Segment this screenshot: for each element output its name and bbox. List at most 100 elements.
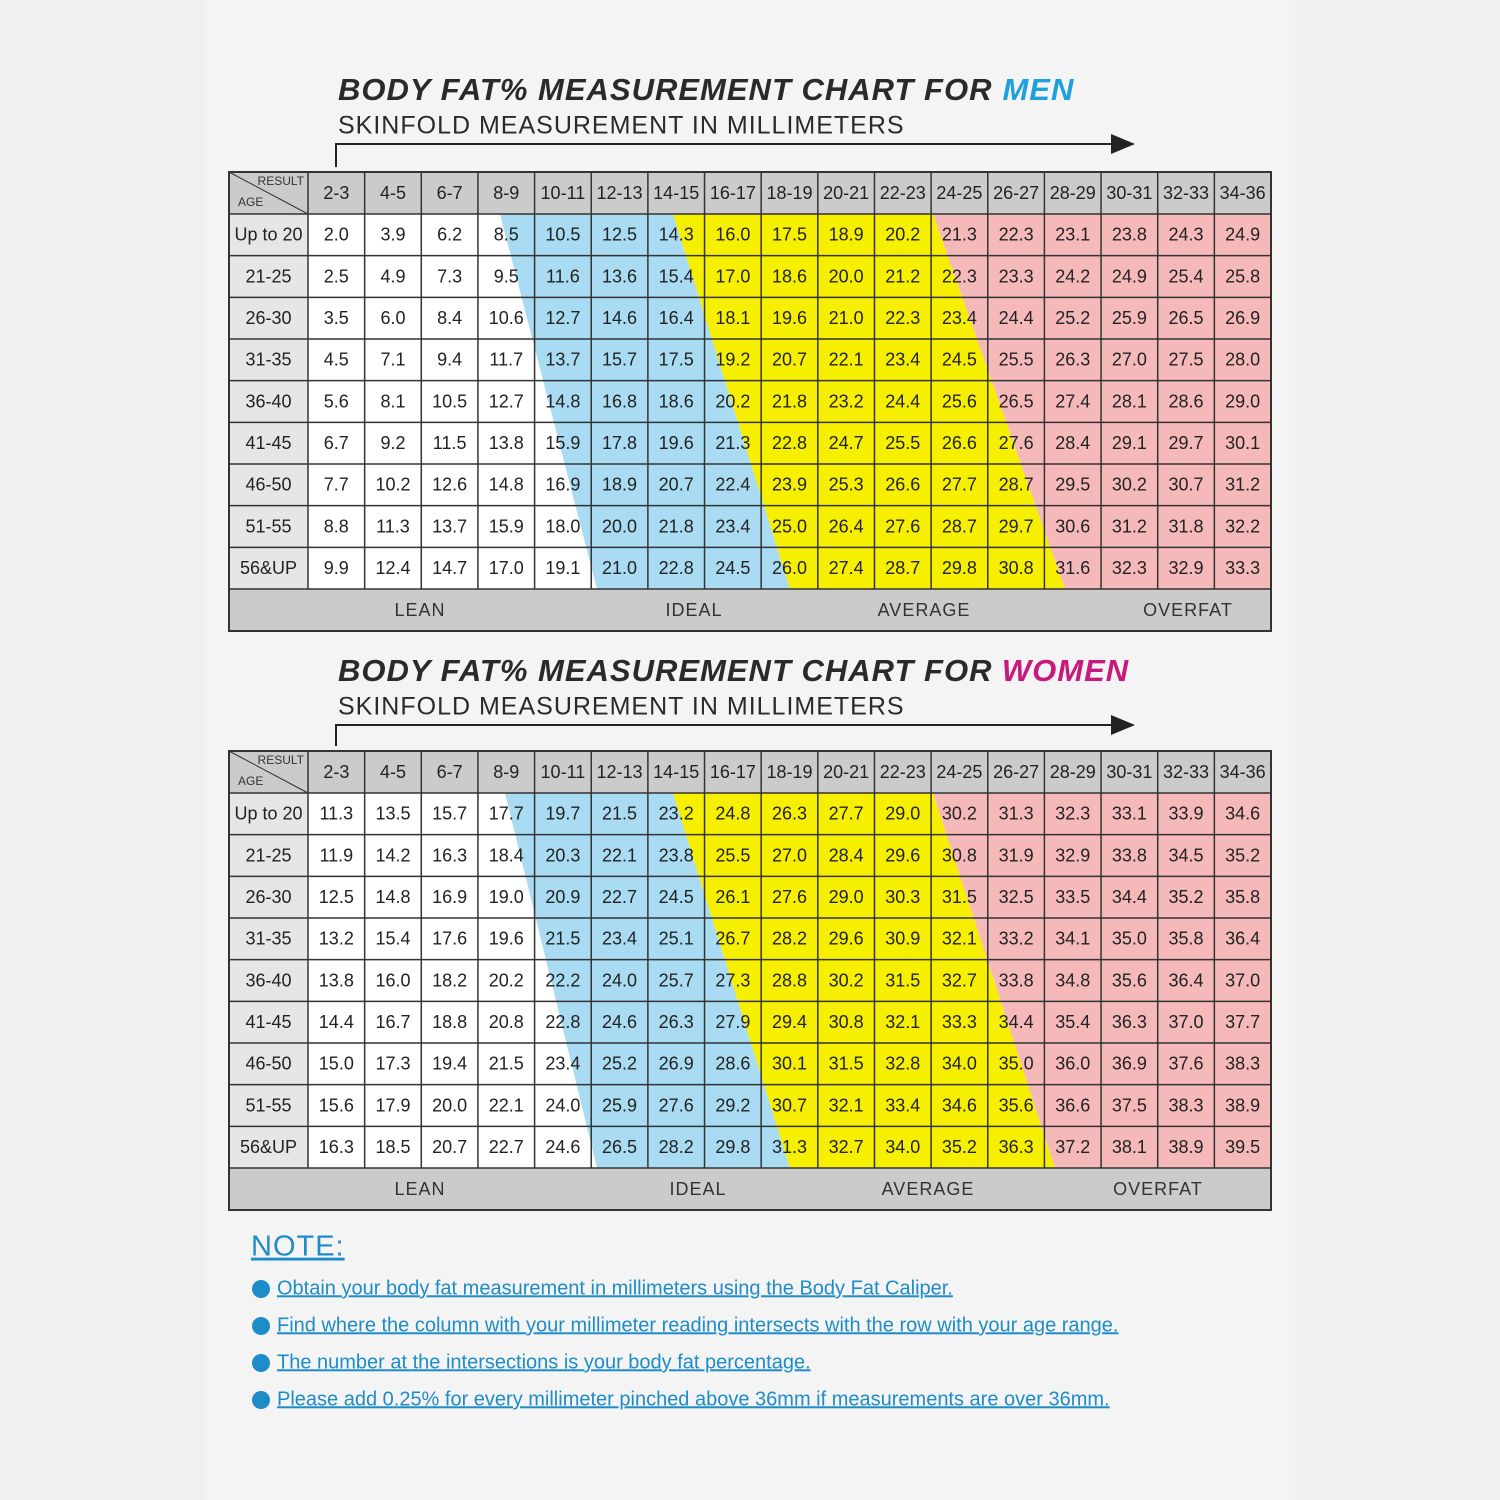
column-header: 32-33: [1163, 762, 1209, 782]
table-cell: 23.9: [772, 475, 807, 495]
column-header: 6-7: [437, 762, 463, 782]
table-cell: 20.2: [885, 225, 920, 245]
table-cell: 36.6: [1055, 1095, 1090, 1115]
table-cell: 28.7: [999, 475, 1034, 495]
table-cell: 4.9: [380, 266, 405, 286]
table-cell: 27.7: [829, 804, 864, 824]
table-cell: 26.5: [602, 1137, 637, 1157]
table-cell: 14.3: [659, 225, 694, 245]
table-cell: 17.5: [659, 350, 694, 370]
table-cell: 22.3: [942, 266, 977, 286]
table-cell: 7.3: [437, 266, 462, 286]
table-cell: 6.0: [380, 308, 405, 328]
table-cell: 23.4: [942, 308, 977, 328]
table-cell: 30.7: [772, 1095, 807, 1115]
table-cell: 28.6: [715, 1054, 750, 1074]
corner-diagonal: [228, 750, 309, 794]
table-cell: 20.8: [489, 1012, 524, 1032]
table-cell: 14.6: [602, 308, 637, 328]
table-cell: 26.1: [715, 887, 750, 907]
table-cell: 30.1: [772, 1054, 807, 1074]
table-cell: 29.7: [999, 516, 1034, 536]
table-cell: 10.5: [545, 225, 580, 245]
table-cell: 28.2: [772, 929, 807, 949]
table-cell: 21.2: [885, 266, 920, 286]
table-cell: 7.1: [380, 350, 405, 370]
table-cell: 26.3: [772, 804, 807, 824]
table-cell: 22.8: [659, 558, 694, 578]
age-label: Up to 20: [234, 804, 302, 824]
table-cell: 29.6: [829, 929, 864, 949]
table-cell: 16.8: [602, 391, 637, 411]
column-header: 30-31: [1106, 762, 1152, 782]
table-cell: 13.8: [319, 970, 354, 990]
table-cell: 32.9: [1169, 558, 1204, 578]
table-cell: 9.2: [380, 433, 405, 453]
table-cell: 19.2: [715, 350, 750, 370]
overfat-band: [933, 793, 1271, 1168]
age-label: 31-35: [245, 350, 291, 370]
table-cell: 27.4: [1055, 391, 1090, 411]
table-cell: 38.9: [1225, 1095, 1260, 1115]
table-cell: 20.9: [545, 887, 580, 907]
table-cell: 31.8: [1169, 516, 1204, 536]
table-cell: 15.7: [432, 804, 467, 824]
table-cell: 35.6: [999, 1095, 1034, 1115]
table-cell: 24.3: [1169, 225, 1204, 245]
table-cell: 11.5: [433, 433, 467, 453]
table-cell: 30.8: [829, 1012, 864, 1032]
age-label: 21-25: [245, 266, 291, 286]
table-cell: 27.5: [1169, 350, 1204, 370]
table-cell: 24.5: [715, 558, 750, 578]
table-cell: 30.6: [1055, 516, 1090, 536]
corner-diagonal: [228, 171, 309, 215]
ideal-band: [500, 214, 790, 589]
table-cell: 35.2: [1169, 887, 1204, 907]
table-cell: 3.5: [324, 308, 349, 328]
table-cell: 2.5: [324, 266, 349, 286]
table-cell: 28.7: [942, 516, 977, 536]
table-cell: 32.3: [1112, 558, 1147, 578]
column-header: 32-33: [1163, 183, 1209, 203]
age-label: 26-30: [245, 308, 291, 328]
table-cell: 25.1: [659, 929, 694, 949]
table-cell: 37.5: [1112, 1095, 1147, 1115]
table-cell: 24.2: [1055, 266, 1090, 286]
age-label: 46-50: [245, 475, 291, 495]
table-cell: 27.3: [715, 970, 750, 990]
table-cell: 34.5: [1169, 845, 1204, 865]
table-cell: 24.4: [999, 308, 1034, 328]
table-border: [228, 171, 1272, 632]
table-cell: 20.0: [432, 1095, 467, 1115]
table-cell: 24.6: [545, 1137, 580, 1157]
table-cell: 8.8: [324, 516, 349, 536]
table-cell: 17.0: [489, 558, 524, 578]
table-cell: 22.4: [715, 475, 750, 495]
table-cell: 18.2: [432, 970, 467, 990]
table-cell: 24.9: [1112, 266, 1147, 286]
table-cell: 2.0: [324, 225, 349, 245]
table-cell: 26.3: [1055, 350, 1090, 370]
table-cell: 17.7: [489, 804, 524, 824]
column-header: 2-3: [323, 183, 349, 203]
table-cell: 12.7: [489, 391, 524, 411]
table-cell: 24.6: [602, 1012, 637, 1032]
table-cell: 25.7: [659, 970, 694, 990]
age-label: 56&UP: [240, 558, 297, 578]
table-cell: 32.7: [942, 970, 977, 990]
table-cell: 10.6: [489, 308, 524, 328]
table-cell: 27.6: [999, 433, 1034, 453]
table-cell: 11.3: [376, 516, 410, 536]
table-cell: 22.8: [772, 433, 807, 453]
table-cell: 26.3: [659, 1012, 694, 1032]
table-cell: 31.5: [829, 1054, 864, 1074]
table-cell: 16.3: [319, 1137, 354, 1157]
table-cell: 23.4: [545, 1054, 580, 1074]
table-cell: 17.9: [375, 1095, 410, 1115]
table-cell: 24.8: [715, 804, 750, 824]
table-cell: 16.9: [545, 475, 580, 495]
table-cell: 21.0: [829, 308, 864, 328]
table-cell: 37.2: [1055, 1137, 1090, 1157]
column-header: 12-13: [597, 762, 643, 782]
table-cell: 30.9: [885, 929, 920, 949]
